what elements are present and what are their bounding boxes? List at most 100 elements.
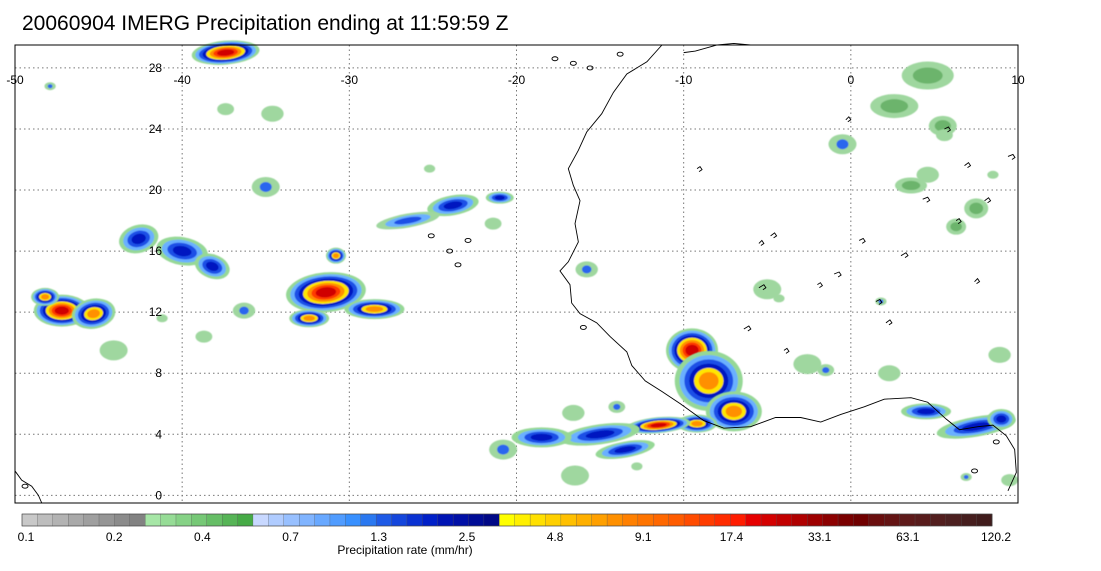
colorbar-swatch <box>930 513 947 527</box>
lat-label: 0 <box>155 488 162 502</box>
colorbar-swatch <box>375 513 392 527</box>
inland-water-contour <box>696 166 703 173</box>
colorbar-tick-label: 0.7 <box>282 530 299 544</box>
precip-speckle <box>575 261 598 278</box>
colorbar-swatch <box>837 513 854 527</box>
colorbar-tick-label: 0.4 <box>194 530 211 544</box>
precip-speckle <box>828 134 857 155</box>
colorbar-swatch <box>83 513 100 527</box>
longitude-labels: -50 -40 -30 -20 -10 0 10 <box>6 73 1025 87</box>
island <box>586 65 594 71</box>
colorbar-swatch <box>237 513 254 527</box>
colorbar-swatch <box>699 513 716 527</box>
island <box>971 468 978 474</box>
colorbar-tick-label: 33.1 <box>808 530 832 544</box>
colorbar-swatch <box>391 513 408 527</box>
system-gulf-guinea <box>511 427 572 448</box>
lat-label: 24 <box>149 122 163 136</box>
precip-speckle <box>484 217 502 230</box>
island <box>579 324 587 330</box>
precip-speckle <box>773 294 785 303</box>
precip-speckle <box>489 439 518 460</box>
inland-water-contour <box>770 232 778 239</box>
precip-speckle <box>1001 474 1019 487</box>
colorbar-swatch <box>452 513 469 527</box>
colorbar-swatch <box>606 513 623 527</box>
colorbar-swatch <box>468 513 485 527</box>
system-north-east <box>870 94 919 119</box>
system-west-africa <box>705 391 762 432</box>
precip-speckle <box>423 164 436 173</box>
colorbar-swatch <box>37 513 54 527</box>
system-atlantic-northeast <box>485 191 514 204</box>
colorbar-swatch <box>206 513 223 527</box>
colorbar-tick-label: 120.2 <box>981 530 1011 544</box>
precip-speckle <box>44 82 56 91</box>
lat-label: 28 <box>149 61 163 75</box>
colorbar-swatch <box>68 513 85 527</box>
system-north-east <box>901 61 954 90</box>
precip-speckle <box>916 166 939 183</box>
colorbar-swatch <box>899 513 916 527</box>
colorbar-swatch <box>175 513 192 527</box>
colorbar-swatch <box>560 513 577 527</box>
colorbar-caption: Precipitation rate (mm/hr) <box>337 543 472 557</box>
precip-speckle <box>251 176 280 197</box>
inland-water-contour <box>974 277 981 285</box>
colorbar-tick-label: 0.1 <box>18 530 35 544</box>
inland-water-contour <box>922 196 931 203</box>
precip-speckle <box>608 400 626 413</box>
colorbar-swatch <box>622 513 639 527</box>
inland-water-contour <box>858 237 866 244</box>
system-east-coast <box>901 403 952 420</box>
precip-speckle <box>988 346 1011 363</box>
system-top-edge <box>191 40 260 65</box>
colorbar-swatch <box>422 513 439 527</box>
colorbar-tick-label: 4.8 <box>547 530 564 544</box>
colorbar-swatch <box>222 513 239 527</box>
lon-label: -40 <box>173 73 191 87</box>
lat-label: 4 <box>155 427 162 441</box>
system-gulf-guinea <box>626 416 691 434</box>
lat-label: 8 <box>155 366 162 380</box>
inland-water-contour <box>783 347 790 354</box>
system-atlantic-central <box>289 309 330 328</box>
colorbar-swatch <box>591 513 608 527</box>
lat-label: 20 <box>149 183 163 197</box>
colorbar-swatch <box>914 513 931 527</box>
inland-water-contour <box>758 239 765 246</box>
island <box>551 56 559 62</box>
system-atlantic-central <box>325 247 346 264</box>
inland-water-contour <box>900 252 909 259</box>
colorbar-swatch <box>807 513 824 527</box>
lat-label: 12 <box>149 305 163 319</box>
lat-label: 16 <box>149 244 163 258</box>
precip-speckle <box>753 279 782 300</box>
colorbar-swatch <box>760 513 777 527</box>
latitude-labels: 0 4 8 12 16 20 24 28 <box>149 61 163 502</box>
inland-water-contour <box>743 325 752 332</box>
precip-speckle <box>936 129 953 142</box>
island <box>992 439 1000 445</box>
colorbar-swatch <box>52 513 69 527</box>
colorbar-swatch <box>268 513 285 527</box>
colorbar-swatch <box>483 513 500 527</box>
system-atlantic-northeast <box>427 194 479 217</box>
precip-speckle <box>561 465 590 486</box>
precip-speckle <box>195 330 213 343</box>
colorbar-swatch <box>129 513 146 527</box>
brazil-coastline <box>14 470 43 504</box>
colorbar-swatch <box>499 513 516 527</box>
colorbar-swatch <box>298 513 315 527</box>
colorbar-swatch <box>668 513 685 527</box>
system-gulf-guinea <box>595 440 655 460</box>
colorbar-swatch <box>329 513 346 527</box>
colorbar-swatch <box>868 513 885 527</box>
inland-water-contour <box>964 161 972 168</box>
island <box>569 60 577 66</box>
inland-water-contour <box>944 126 952 133</box>
colorbar-swatch <box>437 513 454 527</box>
colorbar-frame <box>21 513 993 527</box>
precip-speckle <box>562 404 585 421</box>
colorbar-swatch <box>853 513 870 527</box>
